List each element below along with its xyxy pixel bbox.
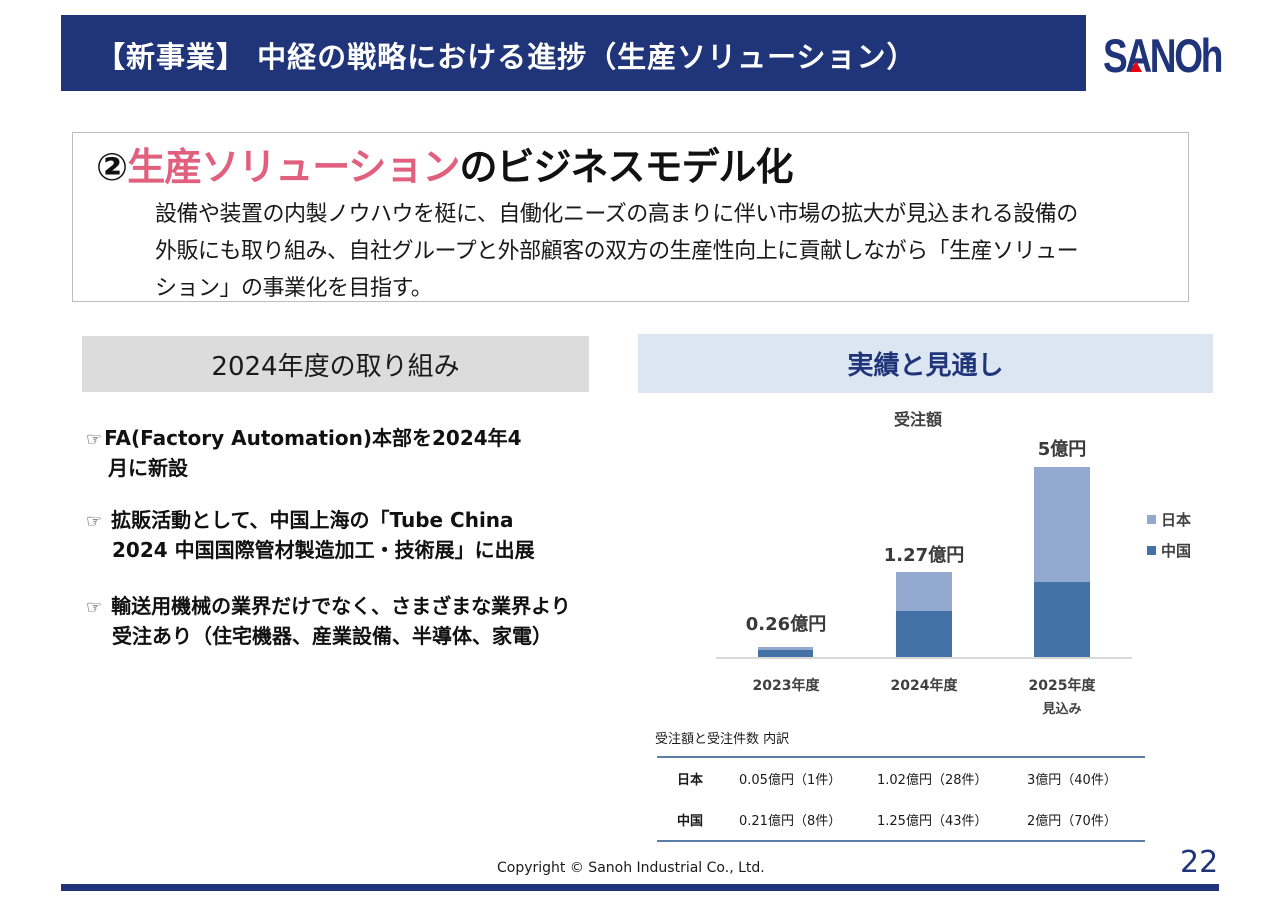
bullet-text: 月に新設 xyxy=(108,456,188,480)
bar-2025-china xyxy=(1034,582,1090,657)
heading-suffix: のビジネスモデル化 xyxy=(459,145,793,189)
footer-bar xyxy=(61,884,1219,891)
intro-text-line: 設備や装置の内製ノウハウを梃に、自働化ニーズの高まりに伴い市場の拡大が見込まれる… xyxy=(155,202,1078,227)
heading-accent: 生産ソリューション xyxy=(127,145,460,189)
table-row: 中国 0.21億円（8件） 1.25億円（43件） 2億円（70件） xyxy=(657,799,1145,841)
row-label: 日本 xyxy=(677,773,704,788)
pointing-hand-icon: ☞ xyxy=(86,597,103,618)
row-label: 中国 xyxy=(677,814,704,829)
circled-number: ② xyxy=(96,145,128,189)
intro-text-line: ション」の事業化を目指す。 xyxy=(155,276,433,301)
table-caption: 受注額と受注件数 内訳 xyxy=(655,732,790,747)
table-cell: 0.21億円（8件） xyxy=(739,814,842,829)
legend-label: 中国 xyxy=(1161,542,1192,560)
bullet-item: ☞ FA(Factory Automation)本部を2024年4 月に新設 xyxy=(86,424,596,483)
title-bar xyxy=(61,15,1086,91)
bullet-text: 受注あり（住宅機器、産業設備、半導体、家電） xyxy=(112,624,552,648)
pointing-hand-icon: ☞ xyxy=(86,511,103,532)
pointing-hand-icon: ☞ xyxy=(86,429,103,450)
page-title: 【新事業】 中経の戦略における進捗（生産ソリューション） xyxy=(96,40,917,74)
bar-total-label: 5億円 xyxy=(1037,439,1087,460)
bullet-text: 輸送用機械の業界だけでなく、さまざまな業界より xyxy=(111,594,571,618)
x-axis-label: 2023年度 xyxy=(752,678,820,694)
x-axis-label: 2024年度 xyxy=(890,678,958,694)
bullet-text: 拡販活動として、中国上海の「Tube China xyxy=(111,508,514,532)
table-row: 日本 0.05億円（1件） 1.02億円（28件） 3億円（40件） xyxy=(657,757,1145,799)
bar-2025-japan xyxy=(1034,467,1090,582)
section-heading: ②生産ソリューションのビジネスモデル化 xyxy=(96,136,793,191)
results-outlook-header: 実績と見通し xyxy=(638,334,1213,393)
bullet-item: ☞ 拡販活動として、中国上海の「Tube China 2024 中国国際管材製造… xyxy=(86,506,596,565)
bar-total-label: 0.26億円 xyxy=(745,614,827,635)
table-cell: 2億円（70件） xyxy=(1027,814,1117,829)
legend-swatch-icon xyxy=(1147,515,1156,524)
bar-2024-japan xyxy=(896,572,952,611)
intro-box xyxy=(72,132,1189,302)
page-number: 22 xyxy=(1180,845,1219,880)
legend-item-china: 中国 xyxy=(1147,540,1191,561)
bar-2024-china xyxy=(896,611,952,657)
initiatives-header: 2024年度の取り組み xyxy=(82,336,589,392)
legend-item-japan: 日本 xyxy=(1147,509,1191,530)
intro-text-line: 外販にも取り組み、自社グループと外部顧客の双方の生産性向上に貢献しながら「生産ソ… xyxy=(155,239,1079,264)
x-axis-sublabel: 見込み xyxy=(1042,702,1082,717)
legend-label: 日本 xyxy=(1161,511,1192,529)
bar-total-label: 1.27億円 xyxy=(883,545,965,566)
svg-text:SANOh: SANOh xyxy=(1103,29,1221,82)
table-cell: 1.02億円（28件） xyxy=(877,773,988,788)
bar-2023-japan xyxy=(758,647,813,650)
bullet-item: ☞ 輸送用機械の業界だけでなく、さまざまな業界より 受注あり（住宅機器、産業設備… xyxy=(86,592,596,651)
table-cell: 1.25億円（43件） xyxy=(877,814,988,829)
x-axis-label: 2025年度 xyxy=(1028,678,1096,694)
sanoh-logo: SANOh xyxy=(1103,26,1224,82)
bullet-text: 2024 中国国際管材製造加工・技術展」に出展 xyxy=(112,538,535,562)
copyright-text: Copyright © Sanoh Industrial Co., Ltd. xyxy=(497,860,765,876)
bullet-text: FA(Factory Automation)本部を2024年4 xyxy=(104,426,522,450)
table-cell: 3億円（40件） xyxy=(1027,773,1117,788)
table-cell: 0.05億円（1件） xyxy=(739,773,842,788)
chart-title: 受注額 xyxy=(894,410,943,429)
bar-2023-china xyxy=(758,650,813,657)
breakdown-table: 日本 0.05億円（1件） 1.02億円（28件） 3億円（40件） 中国 0.… xyxy=(657,756,1145,842)
legend-swatch-icon xyxy=(1147,546,1156,555)
chart-baseline xyxy=(716,657,1132,659)
